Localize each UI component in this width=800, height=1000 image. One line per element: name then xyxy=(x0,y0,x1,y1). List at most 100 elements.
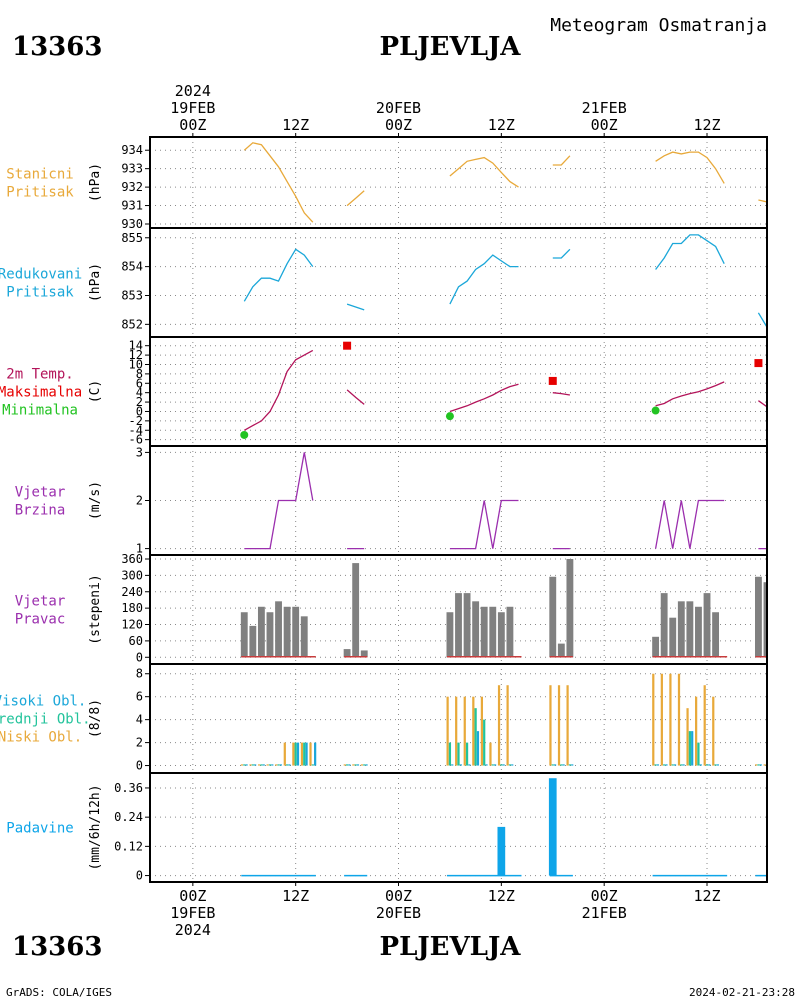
cloud-low-bar xyxy=(292,742,295,766)
top-time-label: 00Z xyxy=(385,116,412,134)
precipitation-legend-label: Padavine xyxy=(6,821,73,837)
station-pressure-ytick-label: 930 xyxy=(121,217,143,231)
cloud-mid-bar xyxy=(474,708,477,766)
reduced-pressure-plot xyxy=(243,234,767,328)
cloud-low-bar xyxy=(669,673,672,766)
cloud-high-bar xyxy=(768,764,770,765)
top-time-label: 21FEB xyxy=(582,99,627,117)
top-time-label: 19FEB xyxy=(170,99,215,117)
cloud-mid-bar xyxy=(508,764,512,766)
station-pressure-frame xyxy=(149,136,768,229)
cloud-cover-ylabel: (8/8) xyxy=(88,699,103,738)
wind-direction-bar xyxy=(695,606,702,658)
cloud-high-bar xyxy=(691,731,694,766)
station-pressure-series-4 xyxy=(655,151,725,184)
cloud-high-bar xyxy=(262,764,265,766)
bottom-time-label: 19FEB xyxy=(170,904,215,922)
reduced-pressure-ytick-label: 853 xyxy=(121,288,143,302)
max-temp-marker xyxy=(548,376,557,385)
bottom-time-label: 00Z xyxy=(179,887,206,905)
temperature-ytick-label: -6 xyxy=(129,433,143,447)
header: 13363 PLJEVLJA Meteogram Osmatranja 1336… xyxy=(6,15,795,999)
wind-direction-bar xyxy=(300,616,308,658)
cloud-high-bar xyxy=(571,764,574,766)
bottom-time-label: 12Z xyxy=(488,887,515,905)
cloud-low-bar xyxy=(472,696,475,766)
bottom-time-label: 12Z xyxy=(693,887,720,905)
cloud-mid-bar xyxy=(491,764,494,766)
cloud-high-bar xyxy=(511,764,514,766)
cloud-high-bar xyxy=(656,764,660,766)
wind-direction-bar xyxy=(763,582,767,658)
cloud-mid-bar xyxy=(483,719,486,766)
cloud-high-bar xyxy=(459,764,462,766)
wind-direction-ytick-label: 300 xyxy=(121,568,143,582)
wind-direction-ytick-label: 360 xyxy=(121,552,143,566)
precipitation-ylabel: (mm/6h/12h) xyxy=(88,784,103,870)
temperature-series-5 xyxy=(758,400,767,408)
wind-direction-ytick-label: 0 xyxy=(136,650,143,664)
cloud-low-bar xyxy=(686,708,689,766)
wind-direction-bar xyxy=(463,593,471,658)
cloud-mid-bar xyxy=(551,764,554,766)
wind-direction-ytick-label: 60 xyxy=(129,634,143,648)
wind-speed-series-4 xyxy=(654,499,725,549)
cloud-high-bar xyxy=(296,742,300,766)
cloud-mid-bar xyxy=(277,764,280,766)
precipitation-ytick-label: 0.36 xyxy=(114,781,143,795)
wind-direction-ylabel: (stepeni) xyxy=(88,574,103,644)
wind-direction-bar xyxy=(712,612,720,658)
footer-station-name: PLJEVLJA xyxy=(380,932,522,962)
cloud-cover-ytick-label: 2 xyxy=(136,736,143,750)
top-time-label: 20FEB xyxy=(376,99,421,117)
station-pressure-ytick-label: 932 xyxy=(121,180,143,194)
wind-direction-bar xyxy=(755,576,762,658)
cloud-high-bar xyxy=(493,764,497,766)
cloud-mid-bar xyxy=(294,742,297,766)
station-pressure-series-3 xyxy=(552,155,571,166)
top-time-label: 12Z xyxy=(693,116,720,134)
wind-direction-bar xyxy=(497,612,505,658)
temperature-frame xyxy=(149,336,768,447)
cloud-high-bar xyxy=(759,764,762,766)
cloud-low-bar xyxy=(300,742,304,766)
cloud-low-bar xyxy=(489,742,492,766)
station-pressure-series-2 xyxy=(449,156,519,188)
cloud-mid-bar xyxy=(697,742,700,766)
cloud-low-bar xyxy=(480,696,484,766)
min-temp-marker xyxy=(651,406,660,415)
precipitation-plot xyxy=(241,778,767,877)
wind-speed-panel: 1 2 3 (m/s) Vjetar Brzina xyxy=(15,445,768,556)
temperature-series-4 xyxy=(655,381,725,407)
wind-direction-bar xyxy=(669,617,677,658)
cloud-high-bar xyxy=(468,764,471,766)
reduced-pressure-ytick-label: 852 xyxy=(121,317,143,331)
cloud-high-bar xyxy=(288,764,291,766)
cloud-low-bar xyxy=(249,764,252,766)
cloud-high-bar xyxy=(365,764,368,766)
cloud-low-bar xyxy=(712,696,715,766)
panels: 930931932933934(hPa)StanicniPritisak8528… xyxy=(0,136,770,883)
cloud-mid-bar xyxy=(268,764,272,766)
cloud-low-bar xyxy=(703,685,706,766)
bottom-time-label: 00Z xyxy=(385,887,412,905)
station-pressure-legend-label: Stanicni xyxy=(6,167,73,183)
bottom-time-label: 12Z xyxy=(282,887,309,905)
temperature-ytick-label: 4 xyxy=(136,386,143,400)
bottom-time-label: 21FEB xyxy=(582,904,627,922)
precipitation-panel: 0 0.12 0.24 0.36 (mm/6h/12h) Padavine xyxy=(6,772,768,883)
wind-direction-bar xyxy=(343,649,351,658)
cloud-high-bar xyxy=(682,764,685,766)
temperature-ytick-label: 10 xyxy=(129,357,143,371)
cloud-high-bar xyxy=(356,764,360,766)
wind-direction-legend-label: Vjetar xyxy=(15,594,66,610)
bottom-time-label: 00Z xyxy=(591,887,618,905)
min-temp-marker xyxy=(445,412,454,421)
cloud-low-bar xyxy=(557,685,561,766)
reduced-pressure-legend-label: Pritisak xyxy=(6,285,74,301)
wind-direction-panel: 0 60 120 180 240 300 360 (stepeni) Vjetar Pravac xyxy=(15,552,768,665)
wind-direction-bar xyxy=(703,593,711,658)
cloud-high-bar xyxy=(348,764,351,766)
reduced-pressure-series-1 xyxy=(346,303,365,311)
